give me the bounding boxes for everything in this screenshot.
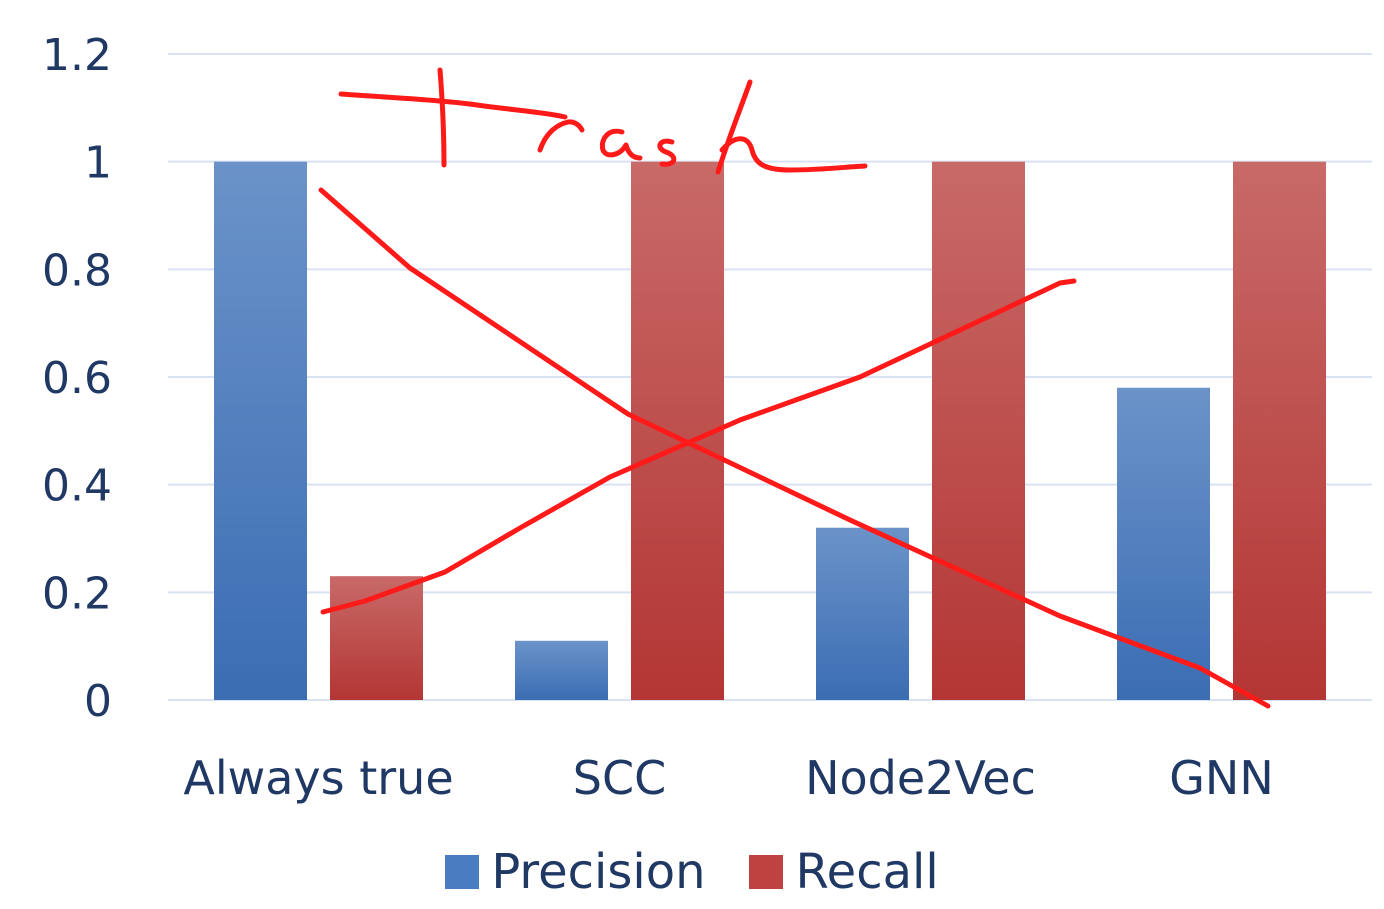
trash-word-r: [537, 119, 585, 153]
y-axis-ticks: 0 0.2 0.4 0.6 0.8 1 1.2: [42, 30, 112, 727]
trash-word-t-stem: [437, 67, 447, 168]
x-tick-label: GNN: [1169, 751, 1273, 805]
legend-swatch-precision: [445, 855, 480, 889]
y-tick-label: 1: [84, 138, 112, 189]
cross-line-down: [318, 187, 1271, 709]
bar-precision-gnn: [1117, 387, 1210, 700]
y-tick-label: 1.2: [42, 30, 112, 81]
trash-word-t-bar: [338, 91, 568, 120]
bar-precision-always-true: [214, 161, 307, 700]
cross-line-up: [320, 278, 1077, 615]
x-axis-ticks: Always true SCC Node2Vec GNN: [183, 751, 1273, 805]
legend-swatch-recall: [749, 855, 784, 889]
y-tick-label: 0.4: [42, 461, 112, 512]
chart-legend: Precision Recall: [0, 840, 1384, 904]
y-tick-label: 0.6: [42, 353, 112, 404]
x-tick-label: Always true: [183, 751, 453, 805]
trash-word-h: [715, 79, 868, 175]
bar-recall-scc: [631, 161, 724, 700]
bar-precision-scc: [515, 640, 608, 700]
bar-precision-node2vec: [816, 527, 909, 700]
x-tick-label: SCC: [573, 751, 666, 805]
handwritten-annotation: [318, 67, 1271, 709]
bar-recall-node2vec: [932, 161, 1025, 700]
y-tick-label: 0.2: [42, 568, 112, 619]
legend-item-precision: Precision: [445, 848, 705, 896]
trash-word-s: [657, 138, 677, 167]
trash-word-a: [599, 128, 643, 161]
bar-recall-gnn: [1233, 161, 1326, 700]
legend-label-recall: Recall: [795, 844, 939, 900]
legend-item-recall: Recall: [749, 844, 939, 900]
y-tick-label: 0.8: [42, 245, 112, 296]
y-tick-label: 0: [84, 676, 112, 727]
legend-label-precision: Precision: [491, 844, 706, 900]
bars: [214, 161, 1326, 700]
x-tick-label: Node2Vec: [805, 751, 1036, 805]
